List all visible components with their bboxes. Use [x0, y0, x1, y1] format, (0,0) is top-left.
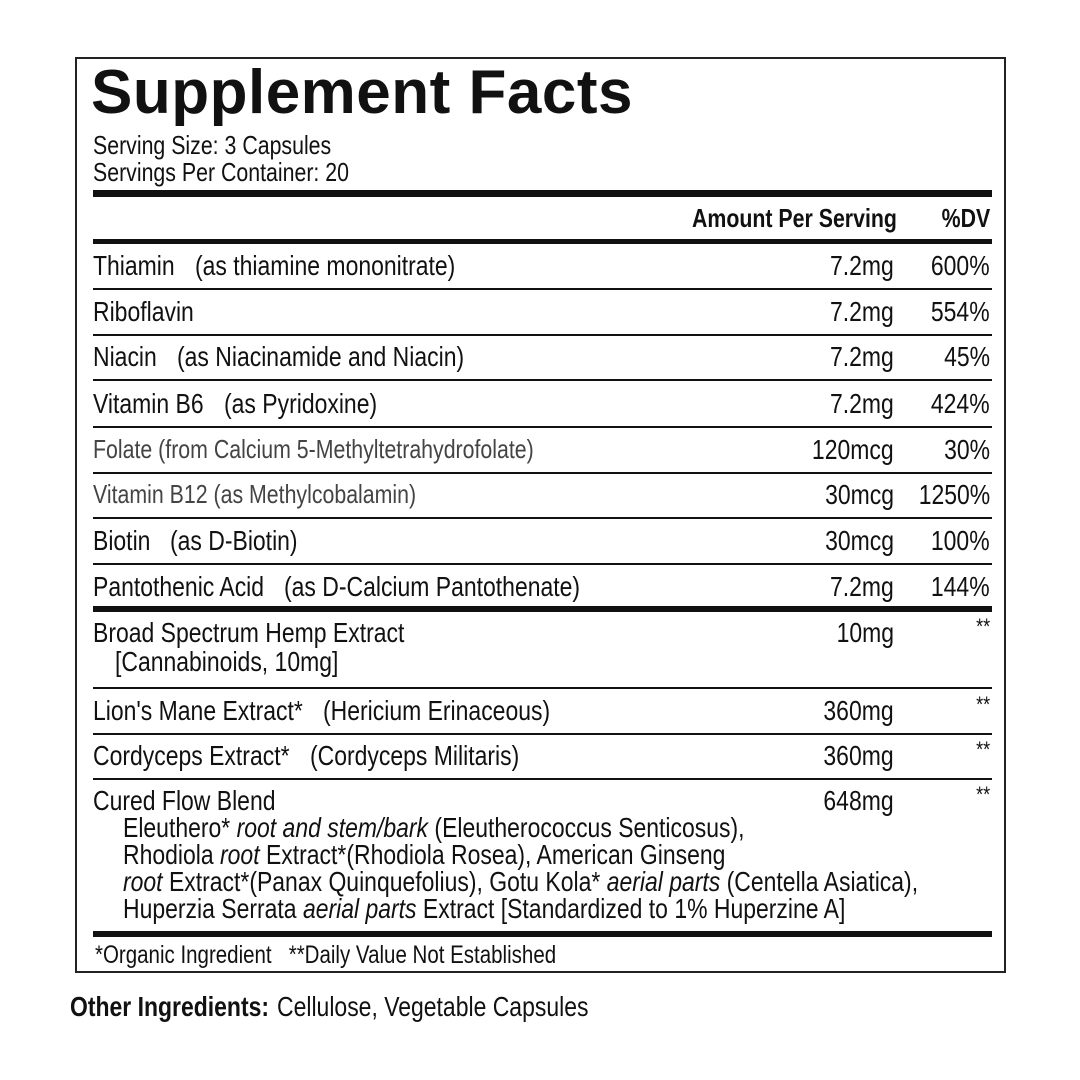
footnote: *Organic Ingredient **Daily Value Not Es… — [95, 940, 557, 969]
divider — [93, 379, 992, 381]
nutrient-name: Biotin — [93, 525, 151, 556]
blend-text: root — [123, 866, 163, 897]
divider — [93, 426, 992, 428]
amount-header: Amount Per Serving — [692, 203, 897, 233]
nutrient-name: Pantothenic Acid — [93, 571, 265, 602]
extract-name: Cordyceps Extract* — [93, 740, 290, 771]
blend-ingredients: Huperzia Serrata aerial parts Extract [S… — [123, 895, 845, 923]
blend-text: Rhodiola — [123, 839, 221, 870]
blend-text: root and stem/bark — [236, 812, 429, 843]
blend-text: Extract*(Rhodiola Rosea), American Ginse… — [259, 839, 726, 870]
nutrient-name: Vitamin B12 (as Methylcobalamin) — [93, 479, 417, 509]
daily-value: 144% — [931, 571, 990, 602]
divider — [93, 238, 992, 244]
daily-value: ** — [975, 614, 990, 639]
daily-value: ** — [975, 737, 990, 762]
daily-value: 30% — [944, 434, 990, 465]
divider — [93, 931, 992, 937]
blend-text: Extract [Standardized to 1% Huperzine A] — [416, 893, 846, 924]
amount: 360mg — [823, 740, 894, 771]
blend-text: Extract*(Panax Quinquefolius), Gotu Kola… — [162, 866, 607, 897]
amount: 7.2mg — [830, 388, 894, 419]
nutrient-name: Niacin — [93, 341, 157, 372]
amount: 30mcg — [825, 525, 894, 556]
other-ingredients: Cellulose, Vegetable Capsules — [277, 991, 589, 1022]
divider — [93, 606, 992, 612]
blend-text: aerial parts — [606, 866, 721, 897]
other-ingredients-label: Other Ingredients: — [70, 991, 270, 1022]
nutrient-name: Riboflavin — [93, 296, 194, 327]
daily-value: 100% — [931, 525, 990, 556]
nutrient-source: (as Pyridoxine) — [223, 388, 377, 419]
blend-text: (Centella Asiatica), — [720, 866, 919, 897]
divider — [93, 733, 992, 735]
nutrient-source: (as Niacinamide and Niacin) — [176, 341, 464, 372]
daily-value: 554% — [931, 296, 990, 327]
amount: 120mcg — [812, 434, 894, 465]
blend-name: Cured Flow Blend — [93, 785, 276, 816]
title: Supplement Facts — [91, 58, 633, 127]
blend-text: (Eleutherococcus Senticosus), — [428, 812, 745, 843]
daily-value: 45% — [944, 341, 990, 372]
servings-per-container: Servings Per Container: 20 — [93, 157, 349, 187]
blend-text: Eleuthero* — [123, 812, 237, 843]
divider — [93, 334, 992, 336]
divider — [93, 288, 992, 290]
nutrient-name: Folate (from Calcium 5-Methyltetrahydrof… — [93, 434, 534, 464]
daily-value: 424% — [931, 388, 990, 419]
nutrient-name: Thiamin — [93, 250, 175, 281]
nutrient-source: (as D-Biotin) — [170, 525, 299, 556]
divider — [93, 563, 992, 565]
daily-value: ** — [975, 782, 990, 807]
blend-ingredients: root Extract*(Panax Quinquefolius), Gotu… — [123, 868, 918, 896]
nutrient-source: (as D-Calcium Pantothenate) — [284, 571, 581, 602]
extract-detail: [Cannabinoids, 10mg] — [115, 646, 339, 677]
serving-size: Serving Size: 3 Capsules — [93, 130, 332, 160]
extract-name: Lion's Mane Extract* — [93, 695, 303, 726]
divider — [93, 189, 992, 197]
amount: 7.2mg — [830, 250, 894, 281]
extract-source: (Hericium Erinaceous) — [322, 695, 550, 726]
daily-value: ** — [975, 692, 990, 717]
amount: 648mg — [823, 785, 894, 816]
extract-name: Broad Spectrum Hemp Extract — [93, 617, 405, 648]
amount: 7.2mg — [830, 571, 894, 602]
divider — [93, 778, 992, 780]
divider — [93, 687, 992, 689]
daily-value: 600% — [931, 250, 990, 281]
daily-value: 1250% — [918, 479, 990, 510]
amount: 10mg — [836, 617, 894, 648]
divider — [93, 517, 992, 519]
dv-header: %DV — [941, 203, 990, 233]
nutrient-name: Vitamin B6 — [93, 388, 204, 419]
blend-text: Huperzia Serrata — [123, 893, 303, 924]
nutrient-source: (as thiamine mononitrate) — [194, 250, 455, 281]
amount: 7.2mg — [830, 296, 894, 327]
amount: 360mg — [823, 695, 894, 726]
divider — [93, 472, 992, 474]
blend-text: aerial parts — [302, 893, 417, 924]
amount: 7.2mg — [830, 341, 894, 372]
facts-panel — [75, 57, 1006, 973]
blend-ingredients: Eleuthero* root and stem/bark (Eleuthero… — [123, 814, 745, 842]
blend-ingredients: Rhodiola root Extract*(Rhodiola Rosea), … — [123, 841, 725, 869]
amount: 30mcg — [825, 479, 894, 510]
blend-text: root — [220, 839, 260, 870]
extract-source: (Cordyceps Militaris) — [309, 740, 519, 771]
